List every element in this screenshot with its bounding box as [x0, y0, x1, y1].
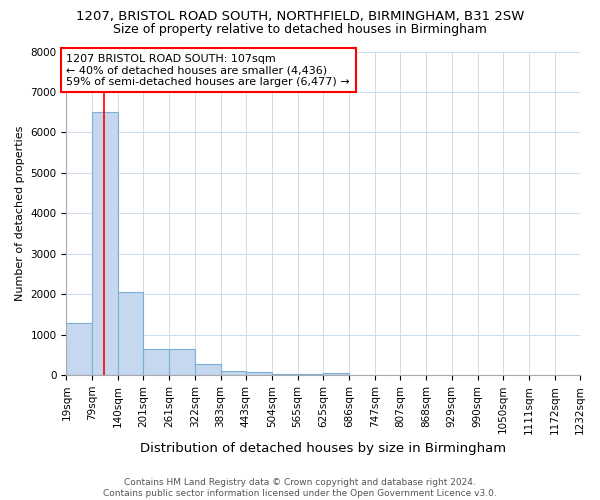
- Bar: [92, 112, 118, 375]
- Bar: [221, 370, 246, 375]
- Text: Size of property relative to detached houses in Birmingham: Size of property relative to detached ho…: [113, 22, 487, 36]
- Bar: [272, 374, 298, 375]
- Bar: [194, 364, 221, 375]
- Text: 1207 BRISTOL ROAD SOUTH: 107sqm
← 40% of detached houses are smaller (4,436)
59%: 1207 BRISTOL ROAD SOUTH: 107sqm ← 40% of…: [67, 54, 350, 86]
- X-axis label: Distribution of detached houses by size in Birmingham: Distribution of detached houses by size …: [140, 442, 506, 455]
- Bar: [169, 349, 194, 375]
- Text: Contains HM Land Registry data © Crown copyright and database right 2024.
Contai: Contains HM Land Registry data © Crown c…: [103, 478, 497, 498]
- Bar: [67, 322, 92, 375]
- Bar: [323, 373, 349, 375]
- Bar: [298, 374, 323, 375]
- Bar: [246, 372, 272, 375]
- Bar: [118, 292, 143, 375]
- Bar: [143, 349, 169, 375]
- Y-axis label: Number of detached properties: Number of detached properties: [15, 126, 25, 301]
- Text: 1207, BRISTOL ROAD SOUTH, NORTHFIELD, BIRMINGHAM, B31 2SW: 1207, BRISTOL ROAD SOUTH, NORTHFIELD, BI…: [76, 10, 524, 23]
